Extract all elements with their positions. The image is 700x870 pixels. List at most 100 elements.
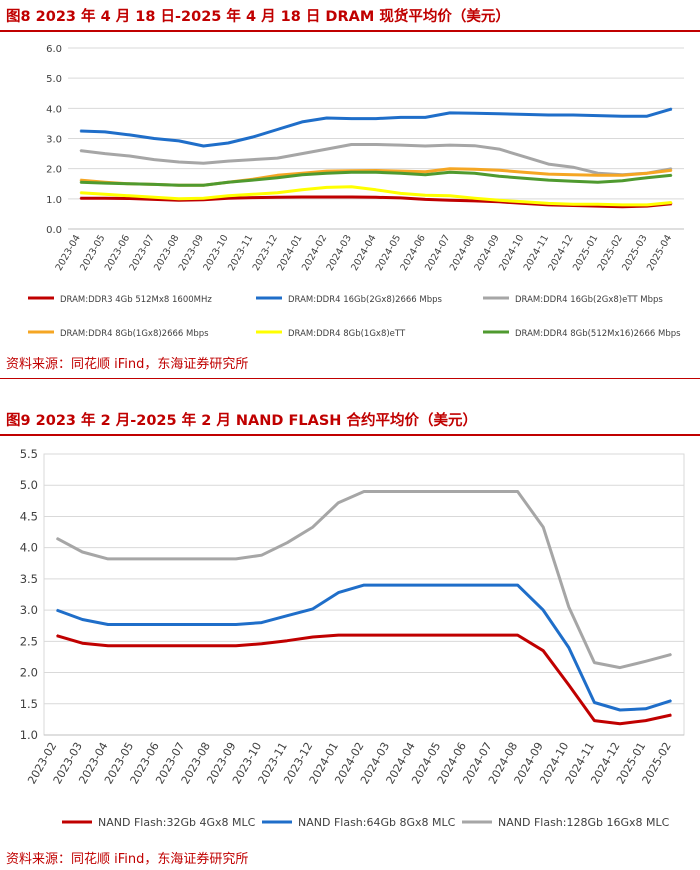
data-point [547,163,550,165]
data-point [542,526,544,528]
data-point [375,143,377,146]
data-point [424,116,426,118]
data-point [79,197,81,199]
data-point [597,203,599,205]
data-point [107,645,109,647]
data-point [593,662,596,664]
data-point [474,145,476,147]
data-point [375,118,377,120]
data-point [56,537,58,539]
data-point [326,196,328,198]
data-point [153,159,155,161]
data-point [202,162,205,164]
data-point [153,196,155,198]
figure8-title: 图8 2023 年 4 月 18 日-2025 年 4 月 18 日 DRAM … [6,9,510,25]
data-point [153,198,155,200]
data-point [104,193,106,195]
data-point [276,192,278,194]
data-point [363,490,365,493]
data-point [312,526,314,528]
data-point [597,174,599,176]
data-point [414,634,416,636]
data-point [252,197,254,199]
y-tick-label: 4.0 [46,104,62,115]
data-point [621,174,624,176]
figure8-source: 资料来源：同花顺 iFind，东海证券研究所 [6,357,249,372]
data-point [104,153,106,155]
data-point [286,615,288,617]
data-point [261,554,263,556]
data-point [337,502,339,504]
data-point [498,148,500,150]
data-point [646,115,648,117]
data-point [79,130,81,132]
data-point [593,701,596,704]
data-point [133,645,135,647]
data-point [449,144,451,146]
data-point [107,623,109,626]
data-point [523,156,525,158]
data-point [326,170,328,172]
data-point [326,117,328,119]
data-point [547,173,550,175]
data-point [276,157,278,159]
data-point [400,172,402,174]
data-point [400,144,402,146]
data-point [568,684,570,686]
data-point [621,115,624,117]
data-point [363,634,365,636]
data-point [261,622,263,624]
data-point [375,189,377,191]
data-point [449,171,451,173]
data-point [474,112,476,114]
data-point [400,192,402,194]
data-point [129,155,131,157]
legend-label-5: DRAM:DDR4 8Gb(1Gx8)eTT [288,329,406,339]
data-point [449,199,451,201]
data-point [79,192,81,194]
data-point [79,181,81,183]
figure-separator [0,378,700,379]
data-point [107,558,109,560]
data-point [465,584,467,586]
data-point [202,197,205,199]
data-point [621,204,624,206]
data-point [301,174,303,176]
data-point [158,645,160,647]
data-point [572,114,574,116]
data-point [449,195,451,197]
data-point [440,634,442,636]
data-point [498,175,500,177]
figure8-title-bar: 图8 2023 年 4 月 18 日-2025 年 4 月 18 日 DRAM … [0,0,700,32]
y-tick-label: 5.0 [20,478,38,492]
data-point [517,490,519,493]
data-point [202,145,205,147]
data-point [153,183,155,185]
data-point [424,194,426,196]
data-point [227,142,229,144]
data-point [209,623,211,626]
data-point [572,174,574,176]
data-point [523,201,525,203]
data-point [261,643,263,645]
series-line-2 [56,583,672,712]
data-point [129,183,131,185]
data-point [337,634,339,636]
legend-label-2: DRAM:DDR4 16Gb(2Gx8)2666 Mbps [288,295,443,305]
data-point [286,640,288,642]
data-point [252,193,254,195]
data-point [474,172,476,174]
data-point [276,128,278,131]
data-point [133,623,135,626]
data-point [646,172,648,174]
data-point [389,584,391,586]
data-point [645,708,647,710]
data-point [350,171,352,173]
data-point [670,714,672,716]
data-point [646,177,648,179]
data-point [619,667,621,669]
data-point [178,184,180,186]
data-point [104,197,106,199]
data-point [227,195,229,197]
figure9-title: 图9 2023 年 2 月-2025 年 2 月 NAND FLASH 合约平均… [6,413,477,429]
